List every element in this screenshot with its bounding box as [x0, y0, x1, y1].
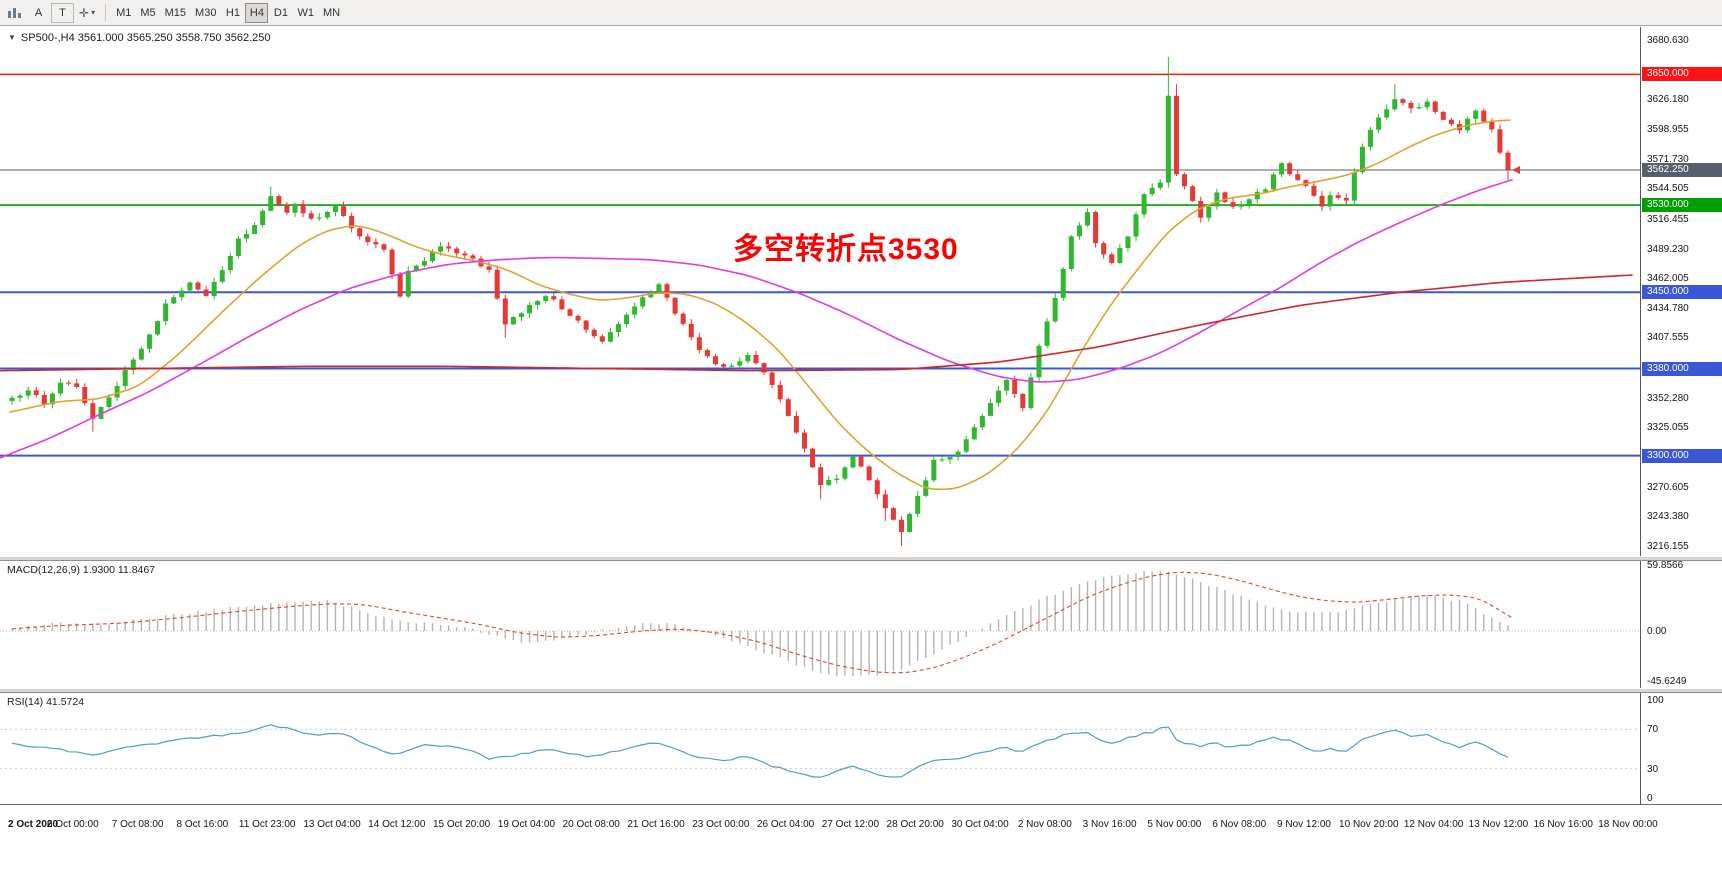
time-axis-label: 8 Oct 16:00 [176, 819, 229, 830]
time-axis-label: 28 Oct 20:00 [886, 819, 944, 830]
timeframe-W1[interactable]: W1 [293, 3, 318, 23]
macd-axis-label: 59.8566 [1647, 560, 1684, 572]
time-axis-label: 16 Nov 16:00 [1533, 819, 1593, 830]
price-axis-label: 3598.955 [1647, 123, 1689, 135]
time-axis-label: 11 Oct 23:00 [238, 819, 296, 830]
timeframe-D1[interactable]: D1 [269, 3, 292, 23]
price-axis-label: 3434.780 [1647, 302, 1689, 314]
main-toolbar: A T ✛ ▾ M1 M5 M15 M30 H1 H4 D1 W1 MN [0, 0, 1722, 26]
price-level-badge: 3380.000 [1642, 361, 1722, 376]
panel-separator[interactable] [0, 688, 1722, 693]
time-axis-label: 6 Oct 00:00 [46, 819, 99, 830]
time-axis-label: 2 Oct 2020 [8, 819, 59, 830]
macd-panel[interactable] [0, 561, 1640, 688]
price-axis-label: 3407.555 [1647, 332, 1689, 344]
price-chart-panel[interactable] [0, 27, 1640, 556]
time-axis-label: 30 Oct 04:00 [951, 819, 1009, 830]
time-axis-label: 23 Oct 00:00 [692, 819, 750, 830]
price-axis-label: 3462.005 [1647, 273, 1689, 285]
timeframe-M1[interactable]: M1 [112, 3, 135, 23]
chart-header: ▼ SP500-,H4 3561.000 3565.250 3558.750 35… [8, 32, 270, 44]
timeframe-H4[interactable]: H4 [245, 2, 269, 23]
time-axis-label: 6 Nov 08:00 [1212, 819, 1267, 830]
time-axis-label: 2 Nov 08:00 [1017, 819, 1072, 830]
price-axis-label: 3489.230 [1647, 243, 1689, 255]
rsi-axis-label: 100 [1647, 695, 1664, 706]
time-axis-label: 21 Oct 16:00 [627, 819, 685, 830]
time-axis-label: 27 Oct 12:00 [821, 819, 880, 830]
macd-axis-label: -45.6249 [1647, 676, 1687, 688]
price-level-badge: 3650.000 [1642, 67, 1722, 82]
panel-separator[interactable] [0, 556, 1722, 561]
crosshair-tool-button[interactable]: ✛ ▾ [75, 3, 99, 23]
chart-annotation: 多空转折点3530 [733, 233, 959, 266]
chart-type-icon[interactable] [3, 3, 26, 23]
time-axis-label: 10 Nov 20:00 [1339, 819, 1399, 830]
price-level-badge: 3300.000 [1642, 448, 1722, 463]
time-axis-label: 9 Nov 12:00 [1277, 819, 1331, 830]
rsi-axis-label: 30 [1647, 763, 1659, 775]
price-axis-label: 3325.055 [1647, 422, 1689, 434]
price-axis-label: 3544.505 [1647, 183, 1689, 195]
macd-axis-label: 0.00 [1647, 626, 1667, 637]
bar-chart-icon [8, 8, 21, 18]
crosshair-icon: ✛ [79, 5, 90, 20]
one-click-trading-arrow-icon[interactable]: ▼ [8, 33, 16, 42]
toolbar-separator [105, 4, 107, 21]
timeframe-M30[interactable]: M30 [191, 3, 220, 23]
price-axis-label: 3516.455 [1647, 213, 1689, 225]
annotate-tool-button[interactable]: A [27, 3, 50, 23]
time-axis[interactable]: 2 Oct 2020 6 Oct 00:00 7 Oct 08:00 8 Oct 16… [0, 804, 1722, 896]
price-axis-label: 3571.730 [1647, 153, 1689, 165]
timeframe-MN[interactable]: MN [319, 3, 344, 23]
time-axis-label: 18 Nov 00:00 [1598, 819, 1658, 830]
time-axis-label: 20 Oct 08:00 [562, 819, 620, 830]
price-axis[interactable]: 3680.630 3626.180 3598.955 3571.730 3544.505… [1640, 27, 1722, 804]
timeframe-M5[interactable]: M5 [136, 3, 159, 23]
price-axis-label: 3270.605 [1647, 481, 1689, 493]
time-axis-label: 12 Nov 04:00 [1403, 819, 1464, 830]
price-level-badge: 3450.000 [1642, 285, 1722, 300]
text-tool-button[interactable]: T [51, 2, 74, 23]
price-axis-label: 3626.180 [1647, 94, 1689, 106]
time-axis-label: 13 Oct 04:00 [303, 819, 361, 830]
time-axis-label: 26 Oct 04:00 [756, 819, 815, 830]
timeframe-M15[interactable]: M15 [161, 3, 190, 23]
time-axis-label: 14 Oct 12:00 [368, 819, 426, 830]
time-axis-label: 19 Oct 04:00 [497, 819, 556, 830]
chart-title-ohlc: SP500-,H4 3561.000 3565.250 3558.750 356… [20, 32, 271, 44]
time-axis-label: 5 Nov 00:00 [1147, 819, 1202, 830]
time-axis-label: 7 Oct 08:00 [111, 819, 164, 830]
price-axis-label: 3680.630 [1647, 35, 1689, 46]
timeframe-group: M1 M5 M15 M30 H1 H4 D1 W1 MN [112, 2, 344, 23]
price-axis-label: 3243.380 [1647, 511, 1689, 523]
price-axis-label: 3352.280 [1647, 392, 1689, 404]
rsi-axis-label: 0 [1647, 793, 1653, 804]
rsi-panel[interactable] [0, 693, 1640, 804]
macd-label: MACD(12,26,9) 1.9300 11.8467 [7, 564, 156, 576]
rsi-label: RSI(14) 41.5724 [7, 696, 85, 708]
timeframe-H1[interactable]: H1 [221, 3, 244, 23]
time-axis-label: 3 Nov 16:00 [1082, 819, 1137, 830]
time-axis-label: 13 Nov 12:00 [1468, 819, 1529, 830]
time-axis-label: 15 Oct 20:00 [432, 819, 491, 830]
price-level-badge: 3530.000 [1642, 198, 1722, 213]
rsi-axis-label: 70 [1647, 724, 1659, 736]
current-price-badge: 3562.250 [1642, 162, 1722, 177]
price-axis-label: 3216.155 [1647, 540, 1689, 552]
chevron-down-icon: ▾ [91, 8, 96, 17]
